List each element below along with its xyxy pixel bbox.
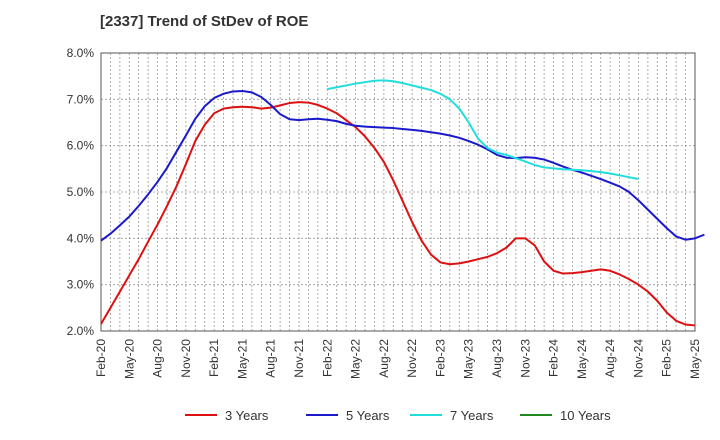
y-tick-label: 3.0% xyxy=(67,278,95,292)
x-tick-label: Feb-21 xyxy=(207,339,221,377)
x-tick-label: May-21 xyxy=(235,339,249,379)
legend-label-7-years: 7 Years xyxy=(450,408,494,423)
y-tick-label: 7.0% xyxy=(67,92,95,106)
series-line-3-years xyxy=(100,101,696,327)
x-tick-label: Nov-21 xyxy=(292,339,306,378)
x-tick-label: May-23 xyxy=(462,339,476,379)
legend-label-3-years: 3 Years xyxy=(225,408,269,423)
series-lines xyxy=(100,79,705,327)
chart-title: [2337] Trend of StDev of ROE xyxy=(100,13,309,30)
x-tick-label: May-24 xyxy=(575,339,589,379)
x-tick-label: Nov-24 xyxy=(631,339,645,378)
legend-label-5-years: 5 Years xyxy=(346,408,390,423)
x-tick-label: Feb-24 xyxy=(547,339,561,377)
x-tick-label: Nov-23 xyxy=(518,339,532,378)
legend: 3 Years 5 Years 7 Years 10 Years xyxy=(185,408,611,423)
x-tick-label: Feb-20 xyxy=(94,339,108,377)
x-tick-label: May-25 xyxy=(688,339,702,379)
x-tick-label: Nov-22 xyxy=(405,339,419,378)
legend-label-10-years: 10 Years xyxy=(560,408,611,423)
x-tick-label: May-22 xyxy=(349,339,363,379)
x-tick-label: Aug-21 xyxy=(264,339,278,378)
y-tick-label: 6.0% xyxy=(67,139,95,153)
x-tick-label: Feb-22 xyxy=(320,339,334,377)
series-line-5-years xyxy=(100,89,705,242)
x-tick-label: May-20 xyxy=(122,339,136,379)
x-tick-label: Feb-25 xyxy=(660,339,674,377)
x-tick-label: Aug-22 xyxy=(377,339,391,378)
y-tick-label: 5.0% xyxy=(67,185,95,199)
x-tick-label: Aug-20 xyxy=(151,339,165,378)
x-tick-label: Nov-20 xyxy=(179,339,193,378)
x-tick-label: Feb-23 xyxy=(433,339,447,377)
x-tick-label: Aug-23 xyxy=(490,339,504,378)
y-tick-label: 2.0% xyxy=(67,324,95,338)
tick-labels: 2.0% 3.0% 4.0% 5.0% 6.0% 7.0% 8.0% Feb-20 May-20… xyxy=(67,46,702,379)
series-line-7-years xyxy=(327,79,639,181)
y-tick-label: 8.0% xyxy=(67,46,95,60)
axes xyxy=(100,52,696,332)
y-tick-label: 4.0% xyxy=(67,231,95,245)
x-tick-label: Aug-24 xyxy=(603,339,617,378)
plot-frame xyxy=(100,52,696,332)
